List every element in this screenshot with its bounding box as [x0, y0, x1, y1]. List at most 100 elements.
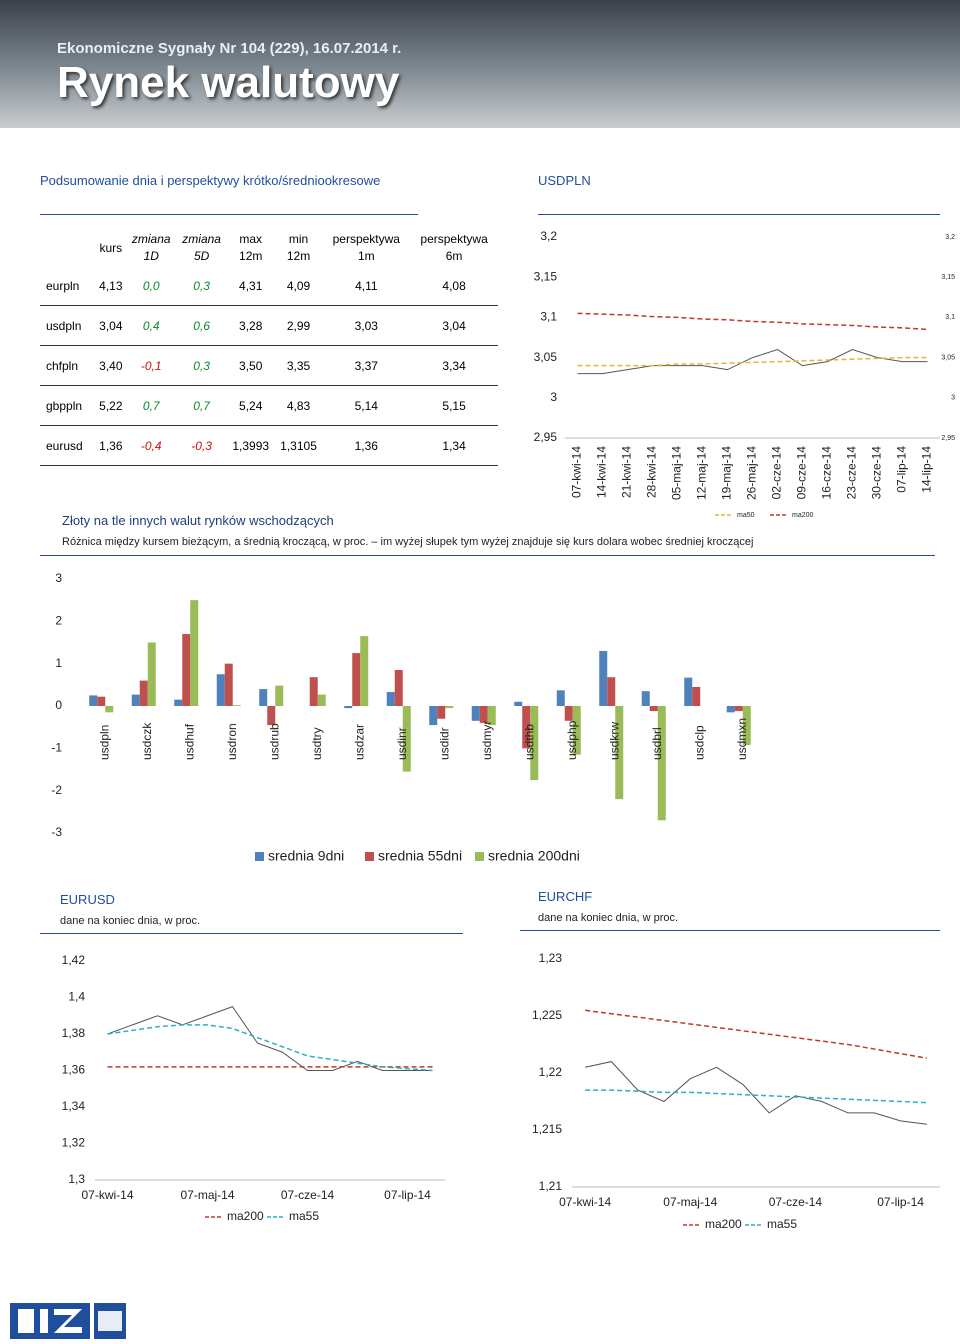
bar — [232, 705, 241, 706]
rule — [40, 214, 418, 215]
cell: 1,36 — [99, 438, 123, 453]
series-line — [107, 1006, 433, 1071]
bar — [556, 690, 565, 706]
cell: 3,03 — [354, 318, 378, 333]
cell: 4,11 — [355, 278, 378, 293]
x-tick-label: 19-maj-14 — [720, 446, 734, 500]
y-tick-label: 1,225 — [532, 1008, 562, 1022]
y-tick-label: 1,34 — [62, 1099, 86, 1113]
cell: 3,50 — [239, 358, 263, 373]
x-tick-label: 14-lip-14 — [920, 446, 934, 493]
cell: 0,7 — [142, 398, 160, 413]
cell: 2,99 — [286, 318, 311, 333]
legend-label: srednia 9dni — [268, 848, 344, 864]
section-title: Podsumowanie dnia i perspektywy krótko/ś… — [40, 173, 381, 188]
bar — [267, 706, 276, 726]
x-tick-label: 23-cze-14 — [845, 446, 859, 500]
bar — [599, 650, 608, 706]
x-tick-label: 07-cze-14 — [769, 1195, 823, 1209]
x-tick-label: usdphp — [565, 720, 579, 760]
x-tick-label: usdtry — [310, 727, 324, 760]
bar — [615, 706, 624, 800]
y-tick-label: 1,42 — [62, 953, 86, 967]
header-text: kurs — [99, 240, 123, 255]
bar — [572, 706, 581, 755]
cell: 0,6 — [193, 318, 210, 333]
cell: 3,04 — [442, 318, 466, 333]
series-line — [577, 312, 928, 331]
cell: 4,09 — [286, 278, 311, 293]
y-tick-label: 2 — [55, 614, 62, 628]
header-cell: max 12m — [227, 230, 275, 266]
cell: 3,04 — [99, 318, 123, 333]
y-tick-label: 2,95 — [534, 430, 558, 444]
cell: 3,28 — [239, 318, 263, 333]
x-tick-label: 28-kwi-14 — [645, 446, 659, 498]
series-line — [585, 1089, 927, 1104]
y2-tick-label: 3,2 — [945, 234, 955, 241]
row-label: usdpln — [46, 318, 82, 333]
y-tick-label: -2 — [51, 783, 62, 797]
x-tick-label: usdinr — [395, 727, 409, 760]
bar — [89, 695, 98, 706]
row-label: gbppln — [46, 398, 83, 413]
y-tick-label: 1,23 — [539, 951, 563, 965]
header-text: zmiana — [131, 232, 171, 246]
y-tick-label: 3,05 — [534, 350, 558, 364]
x-tick-label: 12-maj-14 — [695, 446, 709, 500]
bar — [352, 653, 361, 706]
x-tick-label: 07-maj-14 — [180, 1188, 234, 1202]
y-tick-label: 1 — [55, 656, 62, 670]
bar — [692, 686, 701, 706]
x-tick-label: usdrub — [267, 723, 281, 760]
bar — [131, 694, 140, 706]
x-tick-label: 02-cze-14 — [770, 446, 784, 500]
bar — [649, 706, 658, 712]
y-tick-label: 1,22 — [539, 1065, 563, 1079]
header-text: 1D — [143, 249, 159, 263]
y-tick-label: 1,215 — [532, 1122, 562, 1136]
section-title: EURUSD — [60, 892, 115, 907]
legend-label: ma50 — [737, 512, 755, 519]
bar — [394, 670, 403, 706]
cell: 3,35 — [286, 358, 311, 373]
bar — [684, 677, 693, 706]
rule — [520, 930, 940, 931]
section-subtitle: Różnica między kursem bieżącym, a średni… — [62, 536, 754, 548]
y-tick-label: 1,21 — [539, 1179, 563, 1193]
table-header: kurs zmiana 1D zmiana 5D max 12m min 12m perspekt… — [40, 230, 498, 266]
x-tick-label: usdron — [225, 723, 239, 760]
x-tick-label: 09-cze-14 — [795, 446, 809, 500]
header-text: max — [239, 232, 263, 246]
cell: 5,15 — [442, 398, 466, 413]
bar — [174, 699, 183, 706]
header-text: perspektywa — [420, 232, 488, 246]
bar — [445, 706, 454, 709]
y-tick-label: 0 — [55, 698, 62, 712]
header-text: 5D — [193, 249, 210, 263]
section-subtitle: dane na koniec dnia, w proc. — [538, 912, 679, 924]
y2-tick-label: 3,1 — [945, 314, 955, 321]
section-title: USDPLN — [538, 173, 591, 188]
cell: 5,24 — [239, 398, 263, 413]
bar — [479, 706, 488, 723]
series-line — [577, 349, 928, 375]
bar — [742, 706, 751, 745]
bar — [564, 706, 573, 721]
header-text: zmiana — [182, 232, 221, 246]
cell: 1,3993 — [232, 438, 270, 453]
legend-label: srednia 200dni — [488, 848, 580, 864]
y-tick-label: 1,32 — [62, 1136, 86, 1150]
x-tick-label: 07-kwi-14 — [570, 446, 584, 498]
x-tick-label: usdkrw — [607, 722, 621, 760]
header-text: 1m — [357, 249, 375, 263]
table-row: gbppln 5,22 0,7 0,7 5,24 4,83 5,14 5,15 — [40, 386, 498, 426]
header-text: 12m — [239, 249, 263, 263]
header-text: perspektywa — [332, 232, 400, 246]
y-tick-label: 1,4 — [68, 990, 85, 1004]
cell: 0,4 — [142, 318, 160, 333]
cell: -0,3 — [191, 438, 212, 453]
cell: 0,3 — [193, 358, 210, 373]
bar — [139, 680, 148, 706]
x-tick-label: 14-kwi-14 — [595, 446, 609, 498]
